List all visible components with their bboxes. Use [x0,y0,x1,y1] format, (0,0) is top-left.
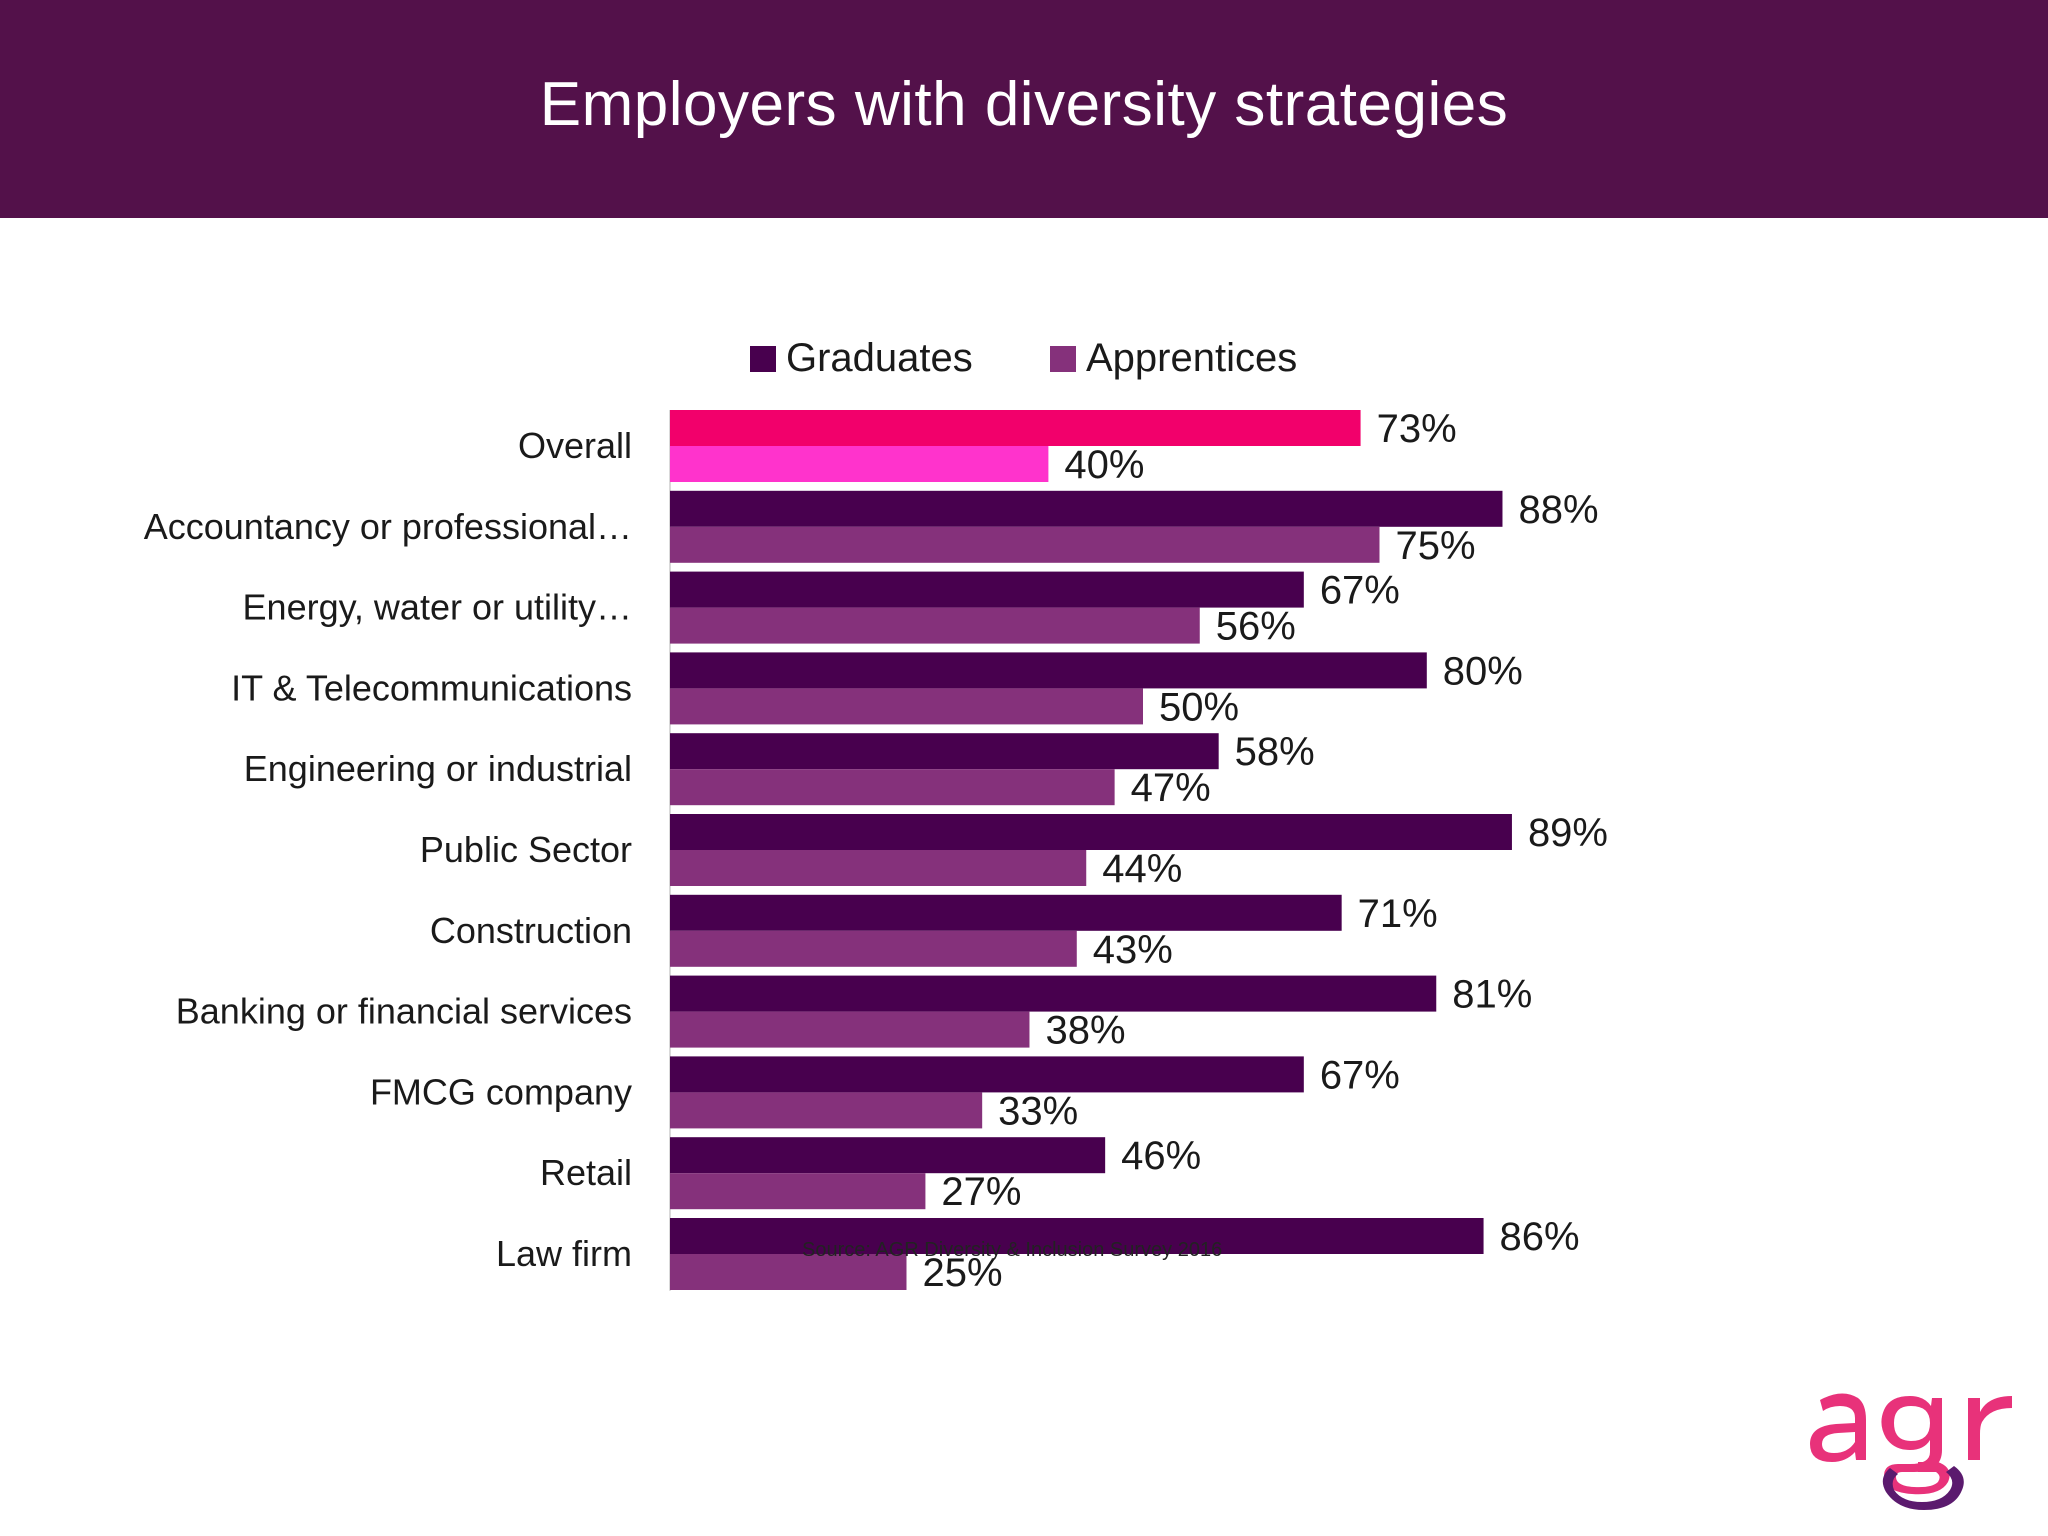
data-label-graduates-law-firm: 86% [1500,1215,1580,1259]
category-label-engineering-or-industrial: Engineering or industrial [244,748,632,789]
category-label-banking-or-financial-services: Banking or financial services [176,991,632,1032]
bar-graduates-law-firm [670,1218,1484,1254]
agr-logo [1810,1393,2012,1510]
data-label-graduates-retail: 46% [1121,1134,1201,1178]
bar-graduates-accountancy-or-professional [670,490,1503,527]
legend-swatch-graduates [750,346,776,372]
bar-apprentices-accountancy-or-professional [670,526,1380,563]
data-label-apprentices-banking-or-financial-services: 38% [1045,1009,1125,1053]
bar-graduates-energy-water-or-utility [670,571,1304,608]
bar-apprentices-it-telecommunications [670,688,1143,725]
logo-g-tail [1882,1466,1964,1510]
bar-apprentices-overall [670,446,1049,482]
data-label-graduates-public-sector: 89% [1528,811,1608,855]
data-label-graduates-banking-or-financial-services: 81% [1452,973,1532,1017]
bar-graduates-banking-or-financial-services [670,975,1437,1012]
category-label-law-firm: Law firm [496,1233,632,1274]
data-label-apprentices-fmcg-company: 33% [998,1089,1078,1133]
category-label-it-telecommunications: IT & Telecommunications [231,667,632,708]
legend-label-apprentices: Apprentices [1086,336,1297,380]
bar-graduates-retail [670,1137,1106,1174]
data-label-graduates-construction: 71% [1358,892,1438,936]
bar-graduates-fmcg-company [670,1056,1304,1093]
category-label-accountancy-or-professional: Accountancy or professional… [144,506,632,547]
slide-title: Employers with diversity strategies [539,69,1509,139]
logo-letter-g [1881,1396,1950,1495]
data-label-apprentices-retail: 27% [941,1170,1021,1214]
data-label-apprentices-construction: 43% [1093,928,1173,972]
slide-header: Employers with diversity strategies [0,0,2048,218]
data-label-apprentices-accountancy-or-professional: 75% [1396,524,1476,568]
category-label-overall: Overall [518,425,632,466]
bar-apprentices-engineering-or-industrial [670,769,1115,806]
bar-apprentices-retail [670,1173,926,1210]
bar-apprentices-banking-or-financial-services [670,1011,1030,1048]
bar-apprentices-energy-water-or-utility [670,607,1200,644]
data-label-apprentices-public-sector: 44% [1102,847,1182,891]
data-label-graduates-engineering-or-industrial: 58% [1235,730,1315,774]
data-label-apprentices-law-firm: 25% [923,1251,1003,1295]
category-label-public-sector: Public Sector [420,829,632,870]
legend-swatch-apprentices [1050,346,1076,372]
source-note: Source: AGR Diversity & Inclusion Survey… [802,1239,1222,1261]
data-label-apprentices-overall: 40% [1064,443,1144,487]
category-label-fmcg-company: FMCG company [370,1071,632,1112]
category-label-construction: Construction [430,910,632,951]
data-label-graduates-accountancy-or-professional: 88% [1518,488,1598,532]
bar-graduates-construction [670,894,1342,931]
bar-graduates-public-sector [670,814,1512,850]
category-label-retail: Retail [540,1152,632,1193]
logo-letter-r [1968,1396,2012,1460]
data-label-graduates-overall: 73% [1377,407,1457,451]
bar-graduates-overall [670,410,1361,446]
bar-apprentices-public-sector [670,850,1087,886]
legend-label-graduates: Graduates [786,336,973,380]
category-label-energy-water-or-utility: Energy, water or utility… [243,587,632,628]
logo-letter-a [1810,1393,1866,1462]
bar-graduates-engineering-or-industrial [670,733,1219,770]
data-label-apprentices-energy-water-or-utility: 56% [1216,605,1296,649]
data-label-graduates-it-telecommunications: 80% [1443,649,1523,693]
bar-apprentices-law-firm [670,1254,907,1290]
bar-apprentices-construction [670,930,1077,967]
data-label-apprentices-engineering-or-industrial: 47% [1131,766,1211,810]
data-label-apprentices-it-telecommunications: 50% [1159,685,1239,729]
data-label-graduates-energy-water-or-utility: 67% [1320,569,1400,613]
bar-graduates-it-telecommunications [670,652,1427,689]
bar-apprentices-fmcg-company [670,1092,983,1129]
data-label-graduates-fmcg-company: 67% [1320,1053,1400,1097]
